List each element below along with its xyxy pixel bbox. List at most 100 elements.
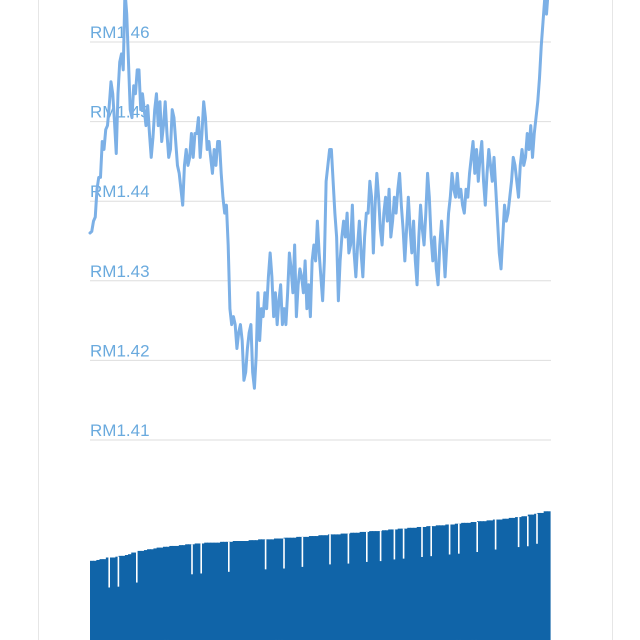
volume-bar [112, 557, 116, 640]
volume-bar [419, 526, 424, 640]
volume-bar [143, 550, 148, 640]
volume-bar [369, 531, 373, 640]
volume-gap [402, 528, 405, 559]
volume-bar [521, 516, 526, 640]
volume-gap [458, 523, 460, 554]
volume-bar [518, 517, 523, 640]
volume-bar [216, 542, 221, 640]
volume-gap [283, 538, 285, 569]
volume-bar [159, 547, 164, 640]
volume-bar [201, 543, 205, 640]
volume-bar [543, 511, 548, 640]
volume-bar [429, 526, 434, 640]
volume-bar [442, 525, 446, 640]
volume-bar [239, 541, 243, 640]
volume-bar [96, 559, 101, 640]
volume-bar [147, 549, 151, 640]
volume-bar [109, 557, 113, 640]
volume-bar [524, 516, 529, 640]
volume-bar [508, 517, 513, 640]
volume-bar [283, 537, 288, 640]
volume-bar [261, 539, 266, 640]
volume-bar [232, 541, 237, 640]
volume-gap [494, 519, 497, 550]
volume-bar [534, 513, 538, 640]
volume-bar [445, 524, 450, 640]
volume-bar [289, 537, 294, 640]
volume-gap [264, 539, 267, 570]
volume-bar [321, 535, 326, 640]
volume-bar [404, 528, 408, 640]
volume-bar [90, 560, 94, 640]
volume-bar [451, 524, 456, 640]
volume-bar [188, 544, 193, 640]
volume-bar [362, 531, 367, 640]
y-tick-label: RM1.42 [90, 341, 150, 360]
volume-bar [416, 526, 421, 640]
volume-bar [540, 512, 545, 640]
volume-bar [483, 521, 488, 640]
volume-bar [270, 539, 275, 640]
volume-bar [169, 545, 174, 640]
volume-bar [496, 519, 500, 640]
price-series [88, 0, 550, 390]
volume-gap [517, 517, 520, 548]
volume-bar [223, 541, 228, 640]
volume-gap [301, 536, 304, 567]
volume-bar [134, 552, 139, 640]
volume-bar [315, 536, 320, 640]
volume-bar [242, 541, 247, 640]
volume-bar [499, 519, 504, 640]
volume-bar [185, 544, 189, 640]
volume-bar [235, 541, 240, 640]
volume-gap [108, 557, 110, 588]
volume-bar [492, 519, 497, 640]
y-tick-label: RM1.43 [90, 262, 150, 281]
y-tick-label: RM1.46 [90, 23, 150, 42]
volume-bar [346, 533, 351, 640]
volume-gap [136, 552, 138, 583]
volume-bar [378, 531, 383, 640]
y-tick-label: RM1.45 [90, 103, 150, 122]
volume-bars [90, 511, 551, 640]
volume-bar [331, 534, 335, 640]
volume-bar [124, 555, 129, 640]
volume-gap [527, 516, 529, 547]
volume-gap [200, 543, 202, 574]
volume-bar [489, 520, 494, 640]
volume-bar [115, 556, 120, 640]
volume-gap [228, 541, 230, 572]
volume-bar [251, 540, 256, 640]
volume-bar [105, 557, 110, 640]
volume-bar [327, 534, 332, 640]
volume-bar [454, 523, 459, 640]
volume-bar [153, 548, 158, 640]
volume-bar [280, 538, 285, 640]
volume-bar [511, 517, 516, 640]
volume-bar [343, 533, 348, 640]
volume-bar [254, 540, 259, 640]
volume-bar [299, 536, 304, 640]
volume-bar [213, 542, 218, 640]
volume-bar [394, 529, 399, 640]
volume-bar [537, 512, 542, 640]
y-tick-label: RM1.41 [90, 421, 150, 440]
volume-bar [385, 530, 389, 640]
volume-gap [191, 544, 193, 575]
volume-bar [470, 522, 475, 640]
volume-bar [388, 529, 392, 640]
volume-bar [182, 545, 186, 640]
volume-bar [334, 534, 339, 640]
volume-bar [131, 552, 136, 640]
volume-bar [166, 546, 170, 640]
volume-bar [400, 528, 405, 640]
volume-bar [337, 534, 342, 640]
volume-bar [366, 531, 370, 640]
volume-bar [194, 543, 199, 640]
volume-bar [546, 511, 551, 640]
volume-bar [324, 535, 329, 640]
volume-bar [448, 524, 453, 640]
volume-bar [210, 542, 215, 640]
right-edge-line [612, 0, 613, 640]
